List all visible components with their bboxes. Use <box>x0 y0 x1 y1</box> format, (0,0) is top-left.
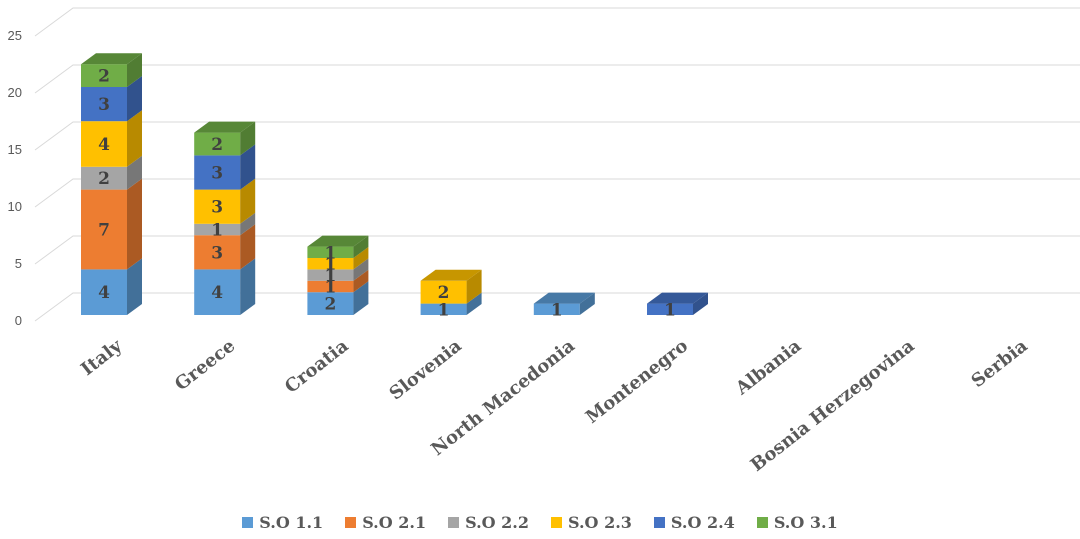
bar-segment <box>307 281 369 315</box>
category-label: Greece <box>171 335 239 395</box>
legend-swatch <box>653 517 665 528</box>
gridline <box>34 235 1080 265</box>
data-label: 2 <box>98 169 110 189</box>
gridlines <box>34 7 1080 322</box>
bar-segment <box>420 292 482 315</box>
y-tick-label: 15 <box>8 142 22 157</box>
legend-swatch <box>756 517 768 528</box>
gridline <box>34 121 1080 151</box>
legend: S.O 1.1 S.O 2.1 S.O 2.2 S.O 2.3 S.O 2.4 S.O 3… <box>0 513 1080 532</box>
legend-swatch <box>242 517 254 528</box>
gridline <box>34 7 1080 37</box>
category-label: Croatia <box>281 335 353 397</box>
data-label: 1 <box>324 266 336 286</box>
bar-segment <box>194 178 256 224</box>
data-label: 3 <box>211 164 223 184</box>
bar-segment <box>81 53 142 87</box>
bar-segment <box>81 258 142 315</box>
legend-item: S.O 2.3 <box>551 513 632 532</box>
legend-label: S.O 2.4 <box>670 513 735 532</box>
data-label: 1 <box>664 300 676 320</box>
data-label: 3 <box>211 198 223 218</box>
bar-segment <box>194 212 256 236</box>
legend-label: S.O 2.3 <box>568 513 632 532</box>
legend-item: S.O 3.1 <box>756 513 838 532</box>
bar-segment <box>194 121 256 156</box>
bar-segment <box>81 155 142 190</box>
legend-item: S.O 2.4 <box>653 513 735 532</box>
legend-label: S.O 3.1 <box>773 513 838 532</box>
bar-segment <box>420 269 482 304</box>
legend-item: S.O 1.1 <box>242 513 323 532</box>
legend-label: S.O 1.1 <box>259 513 324 532</box>
legend-swatch <box>551 517 562 528</box>
data-label: 1 <box>324 243 336 263</box>
data-label: 1 <box>324 278 336 298</box>
data-label: 3 <box>98 95 110 115</box>
gridline <box>34 64 1080 94</box>
bar-segment <box>307 269 369 293</box>
data-label: 1 <box>324 255 336 275</box>
bar-segment <box>647 292 708 315</box>
category-label: Montenegro <box>582 335 692 428</box>
legend-label: S.O 2.1 <box>362 513 427 532</box>
data-label: 4 <box>98 135 110 155</box>
category-label: Serbia <box>968 335 1032 392</box>
data-label: 2 <box>324 295 336 315</box>
y-tick-label: 5 <box>15 256 22 271</box>
legend-swatch <box>448 517 460 528</box>
gridline <box>34 292 1080 322</box>
legend-swatch <box>345 517 357 528</box>
data-label: 7 <box>98 221 110 241</box>
data-label: 1 <box>211 221 223 241</box>
bar-segment <box>307 247 369 270</box>
category-label: Slovenia <box>385 335 465 404</box>
gridline <box>34 178 1080 208</box>
y-tick-label: 25 <box>8 28 22 43</box>
y-axis-ticks: 0 5 10 15 20 25 <box>8 28 22 328</box>
data-label: 4 <box>98 283 110 303</box>
y-tick-label: 20 <box>8 85 22 100</box>
y-tick-label: 0 <box>15 313 22 328</box>
bar-segment <box>307 258 369 281</box>
bar-segment <box>533 292 595 315</box>
category-label: Albania <box>731 335 805 400</box>
legend-label: S.O 2.2 <box>465 513 529 532</box>
legend-item: S.O 2.1 <box>345 513 426 532</box>
data-label: 4 <box>211 283 223 303</box>
bar-segment <box>81 110 142 167</box>
data-label: 1 <box>551 300 563 320</box>
bar-segment <box>81 178 142 270</box>
bar-segment <box>81 76 142 122</box>
bar-segment <box>194 224 256 270</box>
data-label: 2 <box>98 67 110 87</box>
bar-segment <box>194 144 256 190</box>
data-label: 1 <box>438 300 450 320</box>
bars <box>81 53 708 315</box>
data-label: 2 <box>211 135 223 155</box>
data-label: 3 <box>211 243 223 263</box>
data-label: 2 <box>438 283 450 303</box>
category-label: Italy <box>77 335 126 380</box>
legend-item: S.O 2.2 <box>448 513 529 532</box>
bar-segment <box>194 258 256 315</box>
bar-segment <box>307 235 369 258</box>
y-tick-label: 10 <box>8 199 22 214</box>
